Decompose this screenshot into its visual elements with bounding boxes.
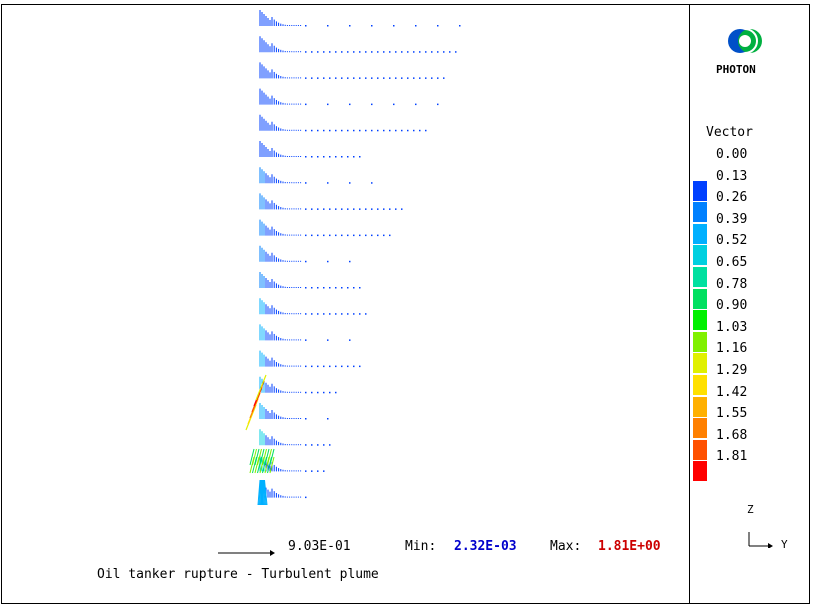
axes-triad-icon [740, 532, 780, 548]
legend-level-label: 0.13 [716, 169, 747, 184]
legend-swatch [693, 332, 707, 352]
legend-swatch [693, 310, 707, 330]
vector-plot [0, 0, 690, 530]
max-label: Max: [550, 539, 581, 554]
legend-level-label: 1.42 [716, 385, 747, 400]
legend-swatch [693, 267, 707, 287]
legend-swatch [693, 353, 707, 373]
legend-level-label: 0.39 [716, 212, 747, 227]
legend-level-label: 0.78 [716, 277, 747, 292]
legend-swatch [693, 375, 707, 395]
legend-level-label: 1.81 [716, 449, 747, 464]
legend-swatch [693, 289, 707, 309]
reference-vector-value: 9.03E-01 [288, 539, 351, 554]
legend-level-label: 0.52 [716, 233, 747, 248]
reference-vector-arrow [218, 548, 276, 558]
legend-swatch [693, 461, 707, 481]
legend-level-label: 0.26 [716, 190, 747, 205]
min-label: Min: [405, 539, 436, 554]
legend-title: Vector [706, 125, 753, 140]
legend-level-label: 1.03 [716, 320, 747, 335]
legend-level-label: 0.65 [716, 255, 747, 270]
legend-swatch [693, 245, 707, 265]
photon-logo-icon [726, 24, 766, 60]
legend-level-label: 1.16 [716, 341, 747, 356]
axis-y-label: Y [781, 538, 788, 551]
legend-level-label: 0.00 [716, 147, 747, 162]
legend-swatch [693, 418, 707, 438]
axis-z-label: Z [747, 503, 754, 516]
plot-caption: Oil tanker rupture - Turbulent plume [97, 567, 379, 582]
legend-swatch [693, 397, 707, 417]
legend-level-label: 0.90 [716, 298, 747, 313]
legend-level-label: 1.29 [716, 363, 747, 378]
legend-swatch [693, 440, 707, 460]
legend-swatch [693, 181, 707, 201]
logo-text: PHOTON [716, 63, 756, 76]
legend-swatch [693, 224, 707, 244]
min-value: 2.32E-03 [454, 539, 517, 554]
legend-level-label: 1.55 [716, 406, 747, 421]
legend-level-label: 1.68 [716, 428, 747, 443]
legend-swatch [693, 202, 707, 222]
max-value: 1.81E+00 [598, 539, 661, 554]
